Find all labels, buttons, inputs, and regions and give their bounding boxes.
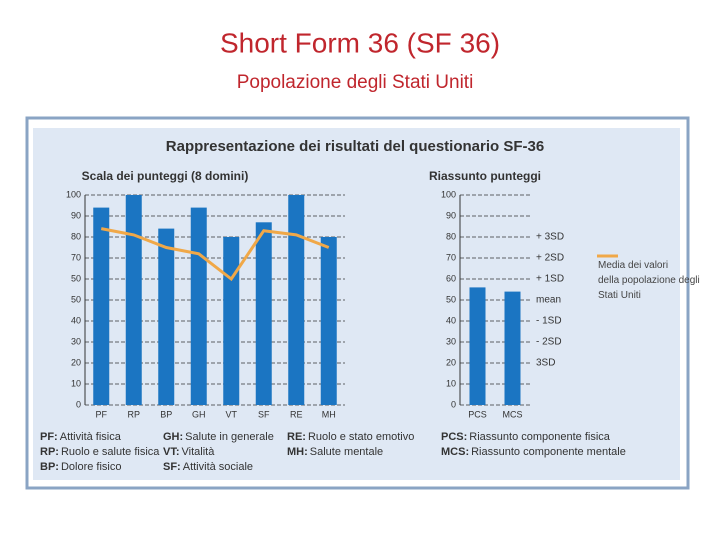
bar	[190, 207, 207, 405]
abbr-text: Salute mentale	[310, 446, 383, 458]
y-tick-label: 10	[71, 378, 81, 388]
sd-label: mean	[536, 295, 561, 306]
abbr-code: SF:	[163, 461, 181, 473]
y-tick-label: 10	[446, 378, 456, 388]
x-tick-label: GH	[192, 409, 206, 419]
x-tick-label: PCS	[468, 409, 487, 419]
abbr-text: Ruolo e stato emotivo	[308, 431, 414, 443]
sd-label: - 2SD	[536, 337, 562, 348]
x-tick-label: PF	[95, 409, 107, 419]
y-tick-label: 80	[71, 231, 81, 241]
bar	[469, 287, 486, 405]
bar	[223, 237, 240, 405]
abbr-code: GH:	[163, 431, 183, 443]
y-tick-label: 50	[71, 273, 81, 283]
sd-label: - 1SD	[536, 316, 562, 327]
x-tick-label: VT	[225, 409, 237, 419]
x-tick-label: MCS	[503, 409, 523, 419]
abbr-code: MH:	[287, 446, 308, 458]
y-tick-label: 50	[446, 294, 456, 304]
bar	[93, 207, 110, 405]
abbr-text: Vitalità	[182, 446, 216, 458]
abbr-text: Attività fisica	[60, 431, 122, 443]
y-tick-label: 40	[71, 315, 81, 325]
abbr-text: Ruolo e salute fisica	[61, 446, 160, 458]
chart-title: Scala dei punteggi (8 domini)	[82, 169, 249, 183]
y-tick-label: 30	[71, 336, 81, 346]
y-tick-label: 90	[446, 210, 456, 220]
slide-title: Short Form 36 (SF 36)	[220, 27, 500, 58]
bar	[255, 222, 272, 405]
sd-label: + 1SD	[536, 274, 564, 285]
y-tick-label: 0	[451, 399, 456, 409]
y-tick-label: 70	[71, 252, 81, 262]
y-tick-label: 60	[446, 273, 456, 283]
x-tick-label: BP	[160, 409, 172, 419]
abbr-text: Dolore fisico	[61, 461, 122, 473]
x-tick-label: RE	[290, 409, 303, 419]
bar	[158, 228, 175, 405]
y-tick-label: 20	[71, 357, 81, 367]
y-tick-label: 50	[71, 294, 81, 304]
abbr-code: RE:	[287, 431, 306, 443]
y-tick-label: 90	[71, 210, 81, 220]
abbr-code: BP:	[40, 461, 59, 473]
x-tick-label: RP	[127, 409, 140, 419]
y-tick-label: 20	[446, 357, 456, 367]
x-tick-label: SF	[258, 409, 270, 419]
abbr-code: MCS:	[441, 446, 469, 458]
chart-title: Riassunto punteggi	[429, 169, 541, 183]
legend-label: Media dei valori della popolazione degli S…	[598, 260, 700, 301]
slide-subtitle: Popolazione degli Stati Uniti	[237, 72, 474, 93]
bar	[504, 291, 521, 405]
abbr-code: VT:	[163, 446, 180, 458]
abbr-text: Attività sociale	[183, 461, 253, 473]
y-tick-label: 40	[446, 315, 456, 325]
abbr-code: PCS:	[441, 431, 467, 443]
sd-label: + 3SD	[536, 232, 564, 243]
bar	[288, 195, 305, 405]
y-tick-label: 30	[446, 336, 456, 346]
line-series	[100, 227, 330, 282]
abbr-text: Riassunto componente mentale	[471, 446, 626, 458]
y-tick-label: 0	[76, 399, 81, 409]
bar	[125, 195, 142, 405]
y-tick-label: 80	[446, 231, 456, 241]
y-tick-label: 100	[441, 189, 456, 199]
figure-title: Rappresentazione dei risultati del quest…	[166, 138, 544, 155]
abbr-text: Riassunto componente fisica	[469, 431, 611, 443]
y-tick-label: 100	[66, 189, 81, 199]
sd-label: 3SD	[536, 358, 555, 369]
abbr-text: Salute in generale	[185, 431, 274, 443]
x-tick-label: MH	[322, 409, 336, 419]
abbr-code: RP:	[40, 446, 59, 458]
bar	[320, 237, 337, 405]
abbr-code: PF:	[40, 431, 58, 443]
y-tick-label: 70	[446, 252, 456, 262]
sd-label: + 2SD	[536, 253, 564, 264]
